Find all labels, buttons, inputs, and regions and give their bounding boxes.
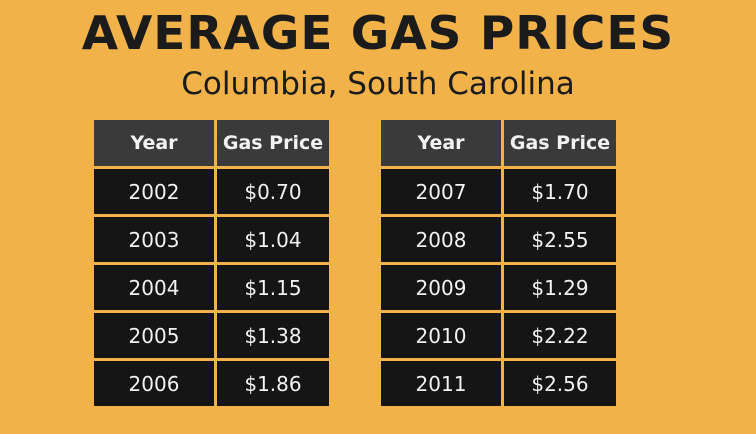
year-cell: 2004 <box>94 265 214 310</box>
price-cell: $1.38 <box>217 313 329 358</box>
price-table-right: Year Gas Price 2007 $1.70 2008 $2.55 200… <box>381 120 627 406</box>
page-title: AVERAGE GAS PRICES <box>81 6 675 60</box>
year-cell: 2009 <box>381 265 501 310</box>
year-cell: 2005 <box>94 313 214 358</box>
page-subtitle: Columbia, South Carolina <box>181 66 575 102</box>
price-cell: $1.15 <box>217 265 329 310</box>
year-cell: 2010 <box>381 313 501 358</box>
year-cell: 2003 <box>94 217 214 262</box>
year-cell: 2011 <box>381 361 501 406</box>
header-year: Year <box>381 120 501 166</box>
header-gas-price: Gas Price <box>217 120 329 166</box>
price-cell: $2.55 <box>504 217 616 262</box>
year-cell: 2007 <box>381 169 501 214</box>
price-cell: $0.70 <box>217 169 329 214</box>
price-cell: $2.22 <box>504 313 616 358</box>
price-table-left: Year Gas Price 2002 $0.70 2003 $1.04 200… <box>94 120 340 406</box>
year-cell: 2008 <box>381 217 501 262</box>
price-cell: $1.86 <box>217 361 329 406</box>
header-gas-price: Gas Price <box>504 120 616 166</box>
price-cell: $2.56 <box>504 361 616 406</box>
price-cell: $1.29 <box>504 265 616 310</box>
price-cell: $1.70 <box>504 169 616 214</box>
price-cell: $1.04 <box>217 217 329 262</box>
year-cell: 2002 <box>94 169 214 214</box>
header-year: Year <box>94 120 214 166</box>
year-cell: 2006 <box>94 361 214 406</box>
